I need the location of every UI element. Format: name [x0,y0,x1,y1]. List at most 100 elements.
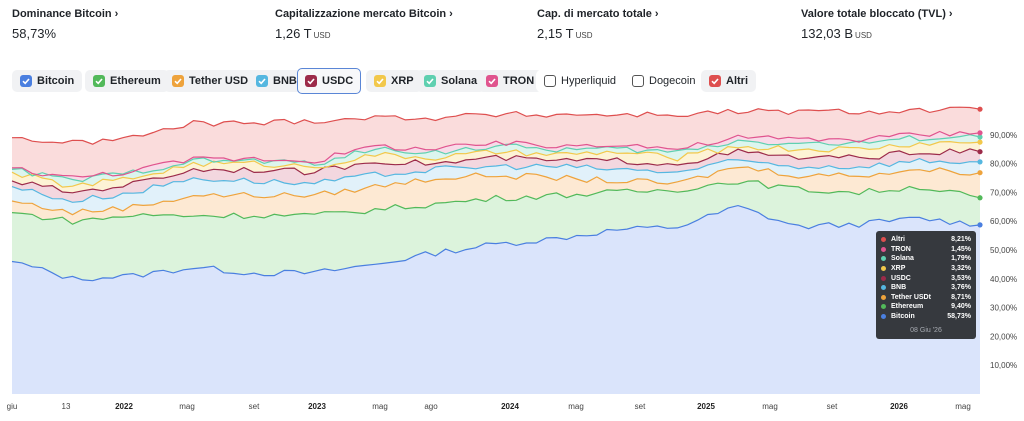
legend-chip-tether[interactable]: Tether USDt [164,70,260,92]
point-bnb [977,159,983,165]
stat-value: 132,03 B USD [801,26,872,41]
point-usdc [977,149,983,155]
x-tick-label: 2024 [501,402,519,411]
y-tick-label: 50,00% [990,246,1017,255]
series-dot-icon [881,237,886,243]
series-dot-icon [881,294,886,300]
tooltip-series-name: XRP [891,265,906,273]
series-dot-icon [881,246,886,252]
tooltip-series-value: 3,76% [951,284,971,292]
tooltip-series-value: 58,73% [947,313,971,321]
tooltip-series-value: 3,53% [951,274,971,282]
line-bnb [11,157,981,203]
y-tick-label: 60,00% [990,217,1017,226]
stat-value: 2,15 T USD [537,26,593,41]
series-dot-icon [881,314,886,320]
tooltip-series-value: 1,45% [951,245,971,253]
dominance-area-chart[interactable]: 10,00% 20,00% 30,00% 40,00% 50,00% 60,00% 70,0… [0,96,1024,421]
x-tick-label: giu [7,402,18,411]
x-tick-label: mag [372,402,388,411]
tooltip-row: BNB 3,76% [881,283,971,293]
stat-total-market-cap: Cap. di mercato totale › 2,15 T USD [537,8,787,41]
stat-bitcoin-market-cap: Capitalizzazione mercato Bitcoin › 1,26 T… [275,8,525,41]
series-dot-icon [881,266,886,272]
legend-chip-bnb[interactable]: BNB [248,70,305,92]
line-altri [11,106,981,145]
series-dot-icon [881,275,886,281]
stats-bar: Dominance Bitcoin › 58,73% Capitalizzazio… [12,8,1012,44]
x-tick-label: set [249,402,260,411]
checkbox-icon [172,75,184,87]
y-tick-label: 80,00% [990,160,1017,169]
tooltip-row: Altri 8,21% [881,235,971,245]
tooltip-row: Solana 1,79% [881,254,971,264]
tooltip-row: Ethereum 9,40% [881,302,971,312]
checkbox-icon [20,75,32,87]
tooltip-row: XRP 3,32% [881,264,971,274]
x-tick-label: set [635,402,646,411]
x-tick-label: ago [424,402,438,411]
checkbox-icon [93,75,105,87]
series-dot-icon [881,304,886,310]
point-tron [977,130,983,136]
x-tick-label: 13 [62,402,71,411]
point-solana [977,134,983,140]
checkbox-icon [709,75,721,87]
stat-value: 1,26 T USD [275,26,331,41]
stat-value: 58,73% [12,26,57,41]
tooltip-date: 08 Giu '26 [910,327,942,335]
chevron-right-icon: › [948,8,953,20]
tooltip-series-value: 3,32% [951,265,971,273]
tooltip-row: Tether USDt 8,71% [881,293,971,303]
y-tick-label: 20,00% [990,332,1017,341]
line-xrp [11,140,981,188]
tooltip-series-name: Ethereum [891,303,924,311]
checkbox-icon [374,75,386,87]
x-tick-label: mag [179,402,195,411]
tooltip-series-value: 1,79% [951,255,971,263]
legend-chip-altri[interactable]: Altri [701,70,756,92]
tooltip-row: TRON 1,45% [881,245,971,255]
stat-title-link[interactable]: Cap. di mercato totale › [537,8,659,20]
chevron-right-icon: › [449,8,453,20]
tooltip-series-name: Tether USDt [891,293,931,301]
stat-title-link[interactable]: Valore totale bloccato (TVL) › [801,8,953,20]
line-bitcoin [11,204,981,282]
y-tick-label: 30,00% [990,304,1017,313]
tooltip-row: USDC 3,53% [881,273,971,283]
legend-chip-dogecoin[interactable]: Dogecoin [624,70,704,92]
series-dot-icon [881,285,886,291]
tooltip-series-name: BNB [891,284,907,292]
legend-chip-hyperliquid[interactable]: Hyperliquid [536,70,625,92]
y-tick-label: 90,00% [990,131,1017,140]
line-usdc [11,148,981,194]
legend-chip-ethereum[interactable]: Ethereum [85,70,169,92]
checkbox-icon [486,75,498,87]
tooltip-series-value: 8,21% [951,236,971,244]
point-xrp [977,139,983,145]
line-solana [11,134,981,183]
tooltip-series-value: 9,40% [951,303,971,311]
legend-chip-xrp[interactable]: XRP [366,70,422,92]
legend-chip-solana[interactable]: Solana [416,70,486,92]
stat-title-link[interactable]: Capitalizzazione mercato Bitcoin › [275,8,453,20]
area-bitcoin [12,205,980,394]
x-tick-label: 2022 [115,402,133,411]
line-ethereum [11,180,981,225]
chart-tooltip: Altri 8,21% TRON 1,45% Solana 1,79% XRP 3,32% US… [876,231,976,339]
y-tick-label: 70,00% [990,188,1017,197]
chevron-right-icon: › [654,8,659,20]
legend-chip-bitcoin[interactable]: Bitcoin [12,70,83,92]
x-tick-label: set [827,402,838,411]
chevron-right-icon: › [114,8,119,20]
point-tether-usdt [977,170,983,176]
legend-chip-usdc[interactable]: USDC [297,68,362,94]
tooltip-series-name: Bitcoin [891,313,915,321]
x-tick-label: mag [955,402,971,411]
x-tick-label: 2026 [890,402,908,411]
point-bitcoin [977,222,983,228]
legend-chip-tron[interactable]: TRON [478,70,543,92]
y-tick-label: 40,00% [990,275,1017,284]
stat-title-link[interactable]: Dominance Bitcoin › [12,8,119,20]
checkbox-icon [256,75,268,87]
